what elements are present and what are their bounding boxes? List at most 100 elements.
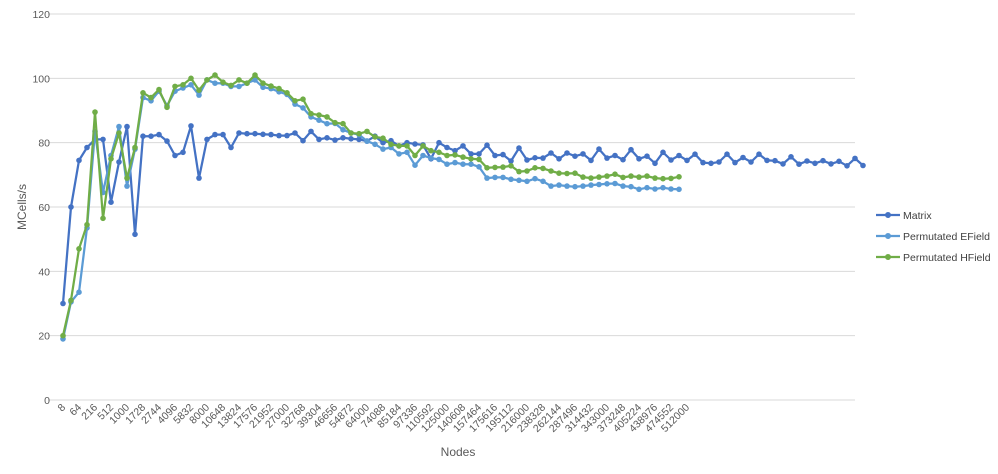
data-point (508, 158, 514, 164)
data-point (164, 138, 170, 144)
data-point (428, 155, 434, 161)
data-point (524, 168, 530, 174)
y-tick-label-120: 120 (32, 9, 50, 21)
data-point (108, 156, 114, 162)
data-point (612, 171, 618, 177)
data-point (396, 151, 402, 157)
data-point (196, 175, 202, 181)
data-point (532, 175, 538, 182)
legend-item: Matrix (876, 210, 932, 222)
data-point (652, 175, 658, 181)
data-point (540, 178, 546, 185)
y-axis-ticks: 0 20 40 60 80 100 120 (32, 9, 50, 407)
data-point (556, 182, 562, 188)
data-point (820, 157, 826, 164)
data-point (436, 156, 442, 163)
series-matrix (60, 123, 866, 307)
data-point (124, 175, 130, 181)
data-point (68, 297, 74, 304)
data-point (292, 98, 298, 104)
data-point (556, 156, 562, 162)
data-point (324, 135, 330, 141)
data-point (508, 163, 514, 169)
data-point (732, 159, 738, 166)
data-point (260, 80, 266, 86)
data-point (284, 90, 290, 96)
data-point (788, 154, 794, 160)
series-permutated-efield (60, 77, 682, 342)
data-point (196, 92, 202, 98)
data-point (548, 168, 554, 174)
data-point (308, 110, 314, 117)
data-point (308, 128, 314, 135)
data-point (636, 186, 642, 193)
data-point (236, 130, 242, 136)
legend-label: Permutated EField (903, 231, 990, 243)
data-point (148, 94, 154, 101)
data-point (804, 158, 810, 164)
x-axis-title: Nodes (441, 445, 476, 459)
data-point (596, 174, 602, 180)
legend-swatch-marker (885, 212, 891, 218)
data-point (500, 164, 506, 170)
data-point (388, 141, 394, 148)
data-point (812, 160, 818, 167)
data-point (188, 75, 194, 82)
data-point (676, 152, 682, 159)
data-point (460, 154, 466, 160)
data-point (860, 162, 866, 169)
data-point (380, 146, 386, 152)
data-point (476, 151, 482, 157)
data-point (212, 72, 218, 78)
data-point (508, 176, 514, 183)
data-point (676, 174, 682, 180)
data-point (156, 86, 162, 93)
data-point (252, 130, 258, 137)
data-point (212, 80, 218, 86)
data-point (340, 135, 346, 141)
data-point (300, 137, 306, 144)
series-lines (60, 72, 866, 342)
data-point (380, 139, 386, 146)
data-point (540, 165, 546, 172)
data-point (564, 170, 570, 177)
data-point (532, 165, 538, 171)
data-point (668, 157, 674, 163)
data-point (268, 131, 274, 138)
data-point (612, 152, 618, 159)
data-point (572, 153, 578, 159)
data-point (516, 145, 522, 151)
series-permutated-hfield (60, 72, 682, 339)
data-point (636, 156, 642, 162)
data-point (268, 83, 274, 89)
data-point (588, 157, 594, 164)
data-point (332, 119, 338, 126)
data-point (228, 144, 234, 151)
data-point (796, 161, 802, 167)
data-point (220, 79, 226, 85)
data-point (372, 134, 378, 140)
data-point (148, 133, 154, 139)
data-point (484, 142, 490, 148)
data-point (476, 156, 482, 163)
data-point (204, 77, 210, 83)
y-tick-label-20: 20 (38, 331, 50, 343)
data-point (76, 157, 82, 164)
data-point (452, 152, 458, 158)
data-point (668, 186, 674, 192)
data-point (660, 149, 666, 156)
legend-item: Permutated HField (876, 252, 991, 264)
data-point (580, 174, 586, 180)
data-point (740, 154, 746, 161)
data-point (380, 135, 386, 141)
data-point (516, 177, 522, 184)
data-point (596, 146, 602, 152)
data-point (652, 186, 658, 192)
data-point (444, 161, 450, 167)
data-point (524, 178, 530, 185)
data-point (236, 83, 242, 90)
data-point (84, 144, 90, 151)
data-point (356, 130, 362, 137)
data-point (292, 130, 298, 136)
